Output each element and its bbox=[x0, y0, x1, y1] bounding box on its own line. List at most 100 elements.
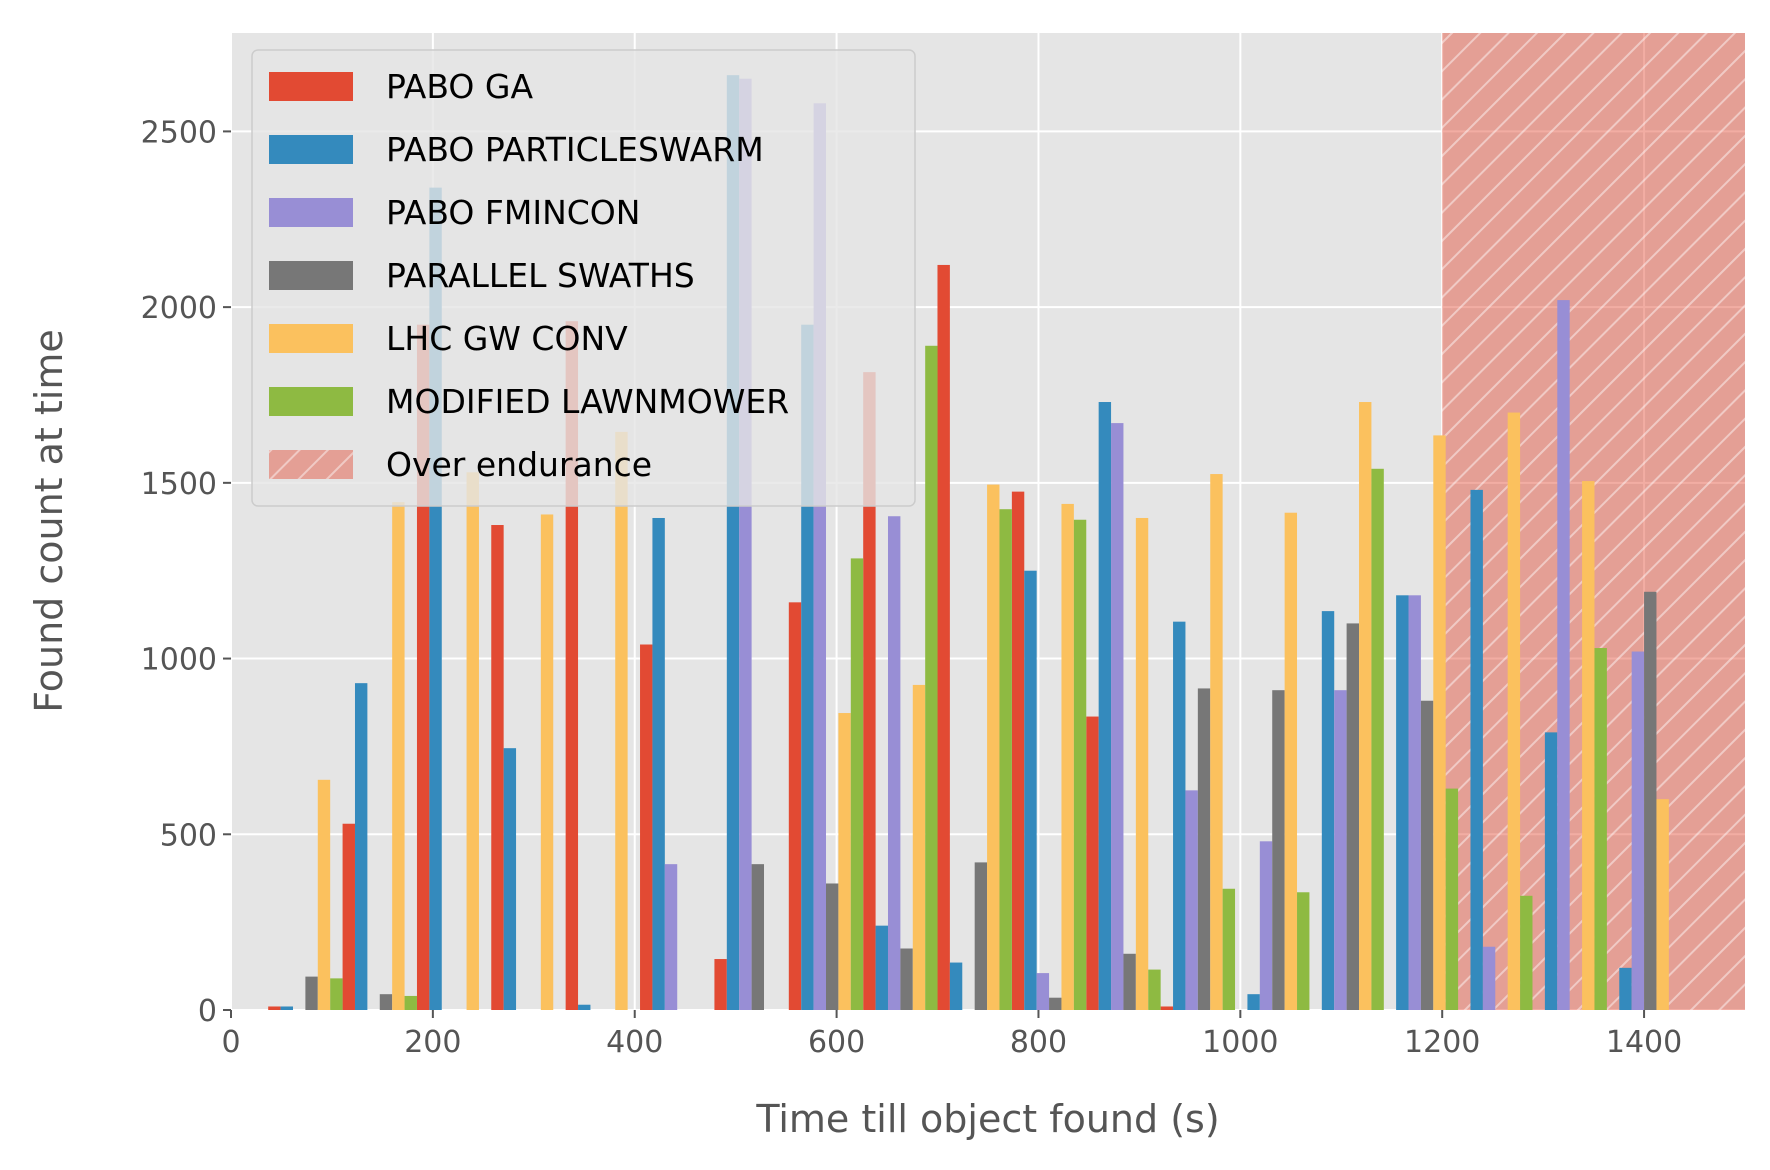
bar bbox=[912, 684, 926, 1010]
bar bbox=[838, 713, 851, 1010]
y-tick-label: 1000 bbox=[141, 643, 217, 678]
bar bbox=[1408, 595, 1421, 1010]
bar bbox=[1346, 623, 1360, 1010]
bar bbox=[1582, 481, 1595, 1010]
bar bbox=[578, 1004, 591, 1010]
x-tick-label: 1000 bbox=[1202, 1025, 1278, 1060]
bar bbox=[999, 509, 1012, 1010]
bar bbox=[1247, 994, 1260, 1010]
bar bbox=[503, 748, 517, 1010]
bar bbox=[1123, 953, 1136, 1010]
bar bbox=[1173, 621, 1186, 1010]
y-axis-label: Found count at time bbox=[27, 329, 71, 713]
legend-swatch bbox=[269, 324, 353, 353]
bar bbox=[1644, 591, 1657, 1010]
bar bbox=[652, 517, 665, 1010]
bar bbox=[1445, 788, 1459, 1010]
bar bbox=[1470, 489, 1483, 1011]
bar bbox=[1321, 611, 1335, 1010]
y-tick-label: 500 bbox=[160, 818, 217, 853]
bar bbox=[1272, 690, 1285, 1010]
bar bbox=[1061, 503, 1074, 1010]
bar bbox=[280, 1006, 293, 1010]
bar bbox=[1098, 402, 1112, 1010]
legend-label: PABO GA bbox=[386, 67, 533, 106]
bar bbox=[1185, 790, 1198, 1010]
bar bbox=[330, 978, 343, 1010]
y-tick-label: 1500 bbox=[141, 467, 217, 502]
bar bbox=[987, 484, 1000, 1011]
bar bbox=[1011, 491, 1025, 1010]
bar bbox=[491, 525, 504, 1010]
y-tick-label: 2000 bbox=[141, 291, 217, 326]
x-tick-label: 1400 bbox=[1606, 1025, 1682, 1060]
bar bbox=[1656, 799, 1669, 1010]
legend-swatch bbox=[269, 450, 353, 479]
bar bbox=[1594, 648, 1607, 1010]
legend-swatch bbox=[269, 387, 353, 416]
bar bbox=[1520, 895, 1533, 1010]
bar bbox=[664, 864, 678, 1010]
bar bbox=[466, 472, 479, 1010]
bar bbox=[1334, 690, 1347, 1010]
bar bbox=[751, 864, 765, 1010]
bar bbox=[1619, 967, 1632, 1010]
x-tick-label: 0 bbox=[221, 1025, 240, 1060]
bar bbox=[342, 823, 355, 1010]
bar bbox=[1259, 841, 1273, 1010]
x-tick-label: 1200 bbox=[1404, 1025, 1480, 1060]
y-tick-label: 2500 bbox=[141, 115, 217, 150]
bar bbox=[949, 962, 963, 1010]
legend-swatch bbox=[269, 72, 353, 101]
bar bbox=[404, 995, 417, 1010]
bar bbox=[317, 779, 331, 1010]
bar bbox=[974, 862, 988, 1010]
bar bbox=[1420, 700, 1434, 1010]
bar bbox=[1111, 423, 1124, 1010]
bar bbox=[1073, 519, 1087, 1010]
bar bbox=[1284, 512, 1298, 1010]
legend-swatch bbox=[269, 198, 353, 227]
bar bbox=[1359, 402, 1372, 1010]
bar bbox=[875, 925, 888, 1010]
bar bbox=[714, 959, 727, 1010]
legend-label: PABO PARTICLESWARM bbox=[386, 130, 764, 169]
bar bbox=[268, 1006, 281, 1010]
y-tick-label: 0 bbox=[198, 994, 217, 1029]
bar bbox=[540, 514, 554, 1010]
bar bbox=[1210, 474, 1223, 1010]
bar bbox=[1631, 651, 1645, 1010]
bar bbox=[937, 264, 950, 1010]
x-tick-label: 200 bbox=[404, 1025, 461, 1060]
legend-label: MODIFIED LAWNMOWER bbox=[386, 382, 789, 421]
bar bbox=[900, 948, 913, 1010]
bar bbox=[1222, 888, 1236, 1010]
legend-box bbox=[251, 49, 916, 507]
bar bbox=[1433, 435, 1446, 1011]
bar bbox=[826, 883, 839, 1010]
x-tick-label: 400 bbox=[606, 1025, 663, 1060]
bar bbox=[1160, 1006, 1174, 1010]
bar bbox=[1049, 997, 1062, 1010]
bar bbox=[1197, 688, 1211, 1010]
bar bbox=[1148, 969, 1161, 1010]
y-axis: 0 500 1000 1500 2000 2500 bbox=[141, 115, 231, 1029]
bar bbox=[887, 516, 901, 1010]
bar bbox=[640, 644, 653, 1010]
legend-swatch bbox=[269, 261, 353, 290]
bar bbox=[925, 345, 938, 1010]
x-tick-label: 600 bbox=[808, 1025, 865, 1060]
bar bbox=[392, 502, 405, 1010]
legend: PABO GA PABO PARTICLESWARM PABO FMINCON PAR… bbox=[251, 49, 916, 507]
legend-swatch bbox=[269, 135, 353, 164]
bar bbox=[354, 683, 368, 1010]
legend-label: PARALLEL SWATHS bbox=[386, 256, 695, 295]
x-axis: 0 200 400 600 800 1000 1200 1400 bbox=[221, 1010, 1682, 1060]
bar bbox=[1036, 973, 1050, 1010]
bar bbox=[1482, 946, 1496, 1010]
legend-label: Over endurance bbox=[386, 445, 652, 484]
bar bbox=[1086, 716, 1099, 1010]
bar bbox=[788, 602, 802, 1010]
legend-label: LHC GW CONV bbox=[386, 319, 628, 358]
